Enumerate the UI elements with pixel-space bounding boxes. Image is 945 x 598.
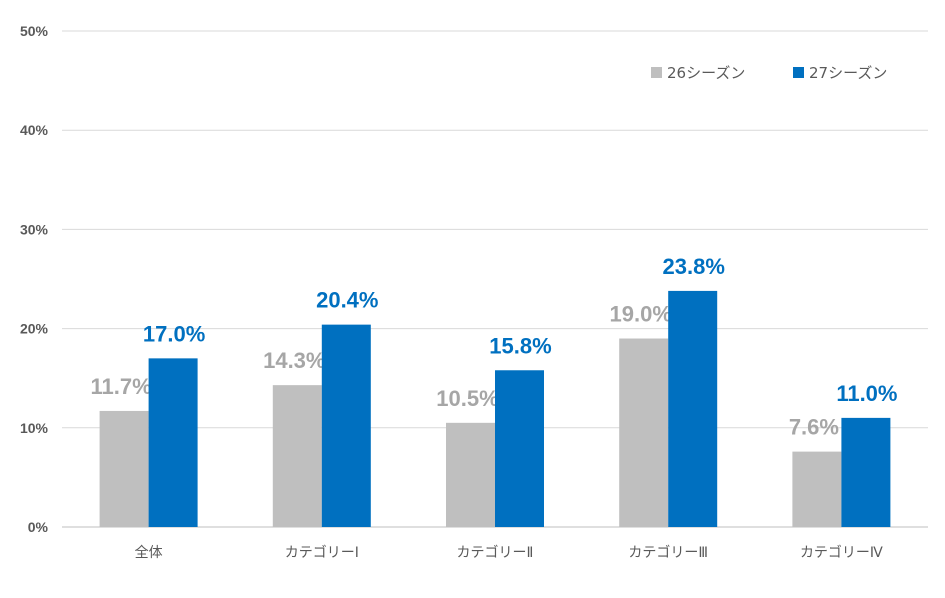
data-label: 20.4% xyxy=(316,288,378,313)
y-tick-label: 20% xyxy=(20,321,49,337)
bar xyxy=(272,385,322,527)
bar xyxy=(148,358,198,527)
data-label: 14.3% xyxy=(263,348,325,373)
y-tick-label: 0% xyxy=(28,519,49,535)
bar xyxy=(619,338,669,527)
data-label: 17.0% xyxy=(143,321,205,346)
y-tick-label: 50% xyxy=(20,23,49,39)
legend-label: 27シーズン xyxy=(809,64,887,82)
data-label: 11.7% xyxy=(91,374,152,399)
y-tick-label: 30% xyxy=(20,221,49,237)
data-label: 7.6% xyxy=(789,415,839,440)
bar xyxy=(668,290,718,527)
legend-swatch xyxy=(651,67,662,78)
x-tick-label: カテゴリーⅣ xyxy=(800,544,883,561)
bar xyxy=(99,410,149,527)
bar xyxy=(446,422,495,527)
legend-label: 26シーズン xyxy=(667,64,745,82)
y-tick-label: 40% xyxy=(20,122,49,138)
y-tick-label: 10% xyxy=(20,420,49,436)
bar xyxy=(321,324,371,527)
x-tick-label: カテゴリーⅠ xyxy=(285,544,359,561)
bar xyxy=(841,417,891,527)
data-label: 19.0% xyxy=(610,302,672,327)
data-label: 15.8% xyxy=(489,333,551,358)
legend-swatch xyxy=(793,67,804,78)
data-label: 10.5% xyxy=(436,386,498,411)
bar xyxy=(792,451,842,527)
x-tick-label: 全体 xyxy=(135,544,163,561)
data-label: 23.8% xyxy=(663,254,725,279)
bar xyxy=(495,370,544,527)
data-label: 11.0% xyxy=(836,381,897,406)
x-tick-label: カテゴリーⅢ xyxy=(628,544,708,561)
x-tick-label: カテゴリーⅡ xyxy=(457,544,534,561)
